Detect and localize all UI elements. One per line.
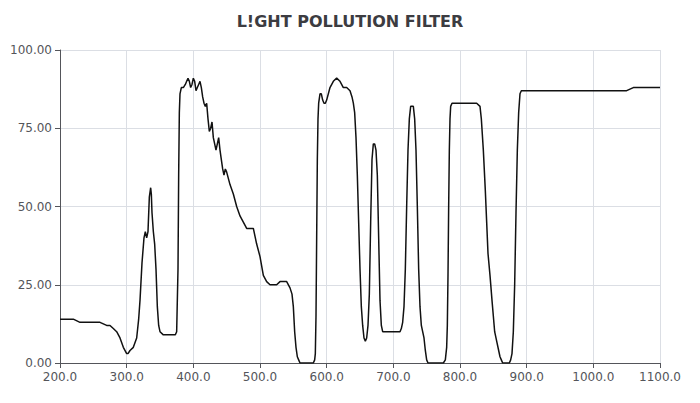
svg-text:50.00: 50.00 [18, 200, 52, 214]
svg-text:200.0: 200.0 [43, 370, 77, 384]
svg-text:1000.0: 1000.0 [572, 370, 614, 384]
svg-text:400.0: 400.0 [176, 370, 210, 384]
svg-text:700.0: 700.0 [376, 370, 410, 384]
svg-text:L!GHT POLLUTION FILTER: L!GHT POLLUTION FILTER [237, 12, 464, 31]
svg-text:500.0: 500.0 [243, 370, 277, 384]
svg-text:300.0: 300.0 [109, 370, 143, 384]
svg-text:25.00: 25.00 [18, 278, 52, 292]
svg-text:100.00: 100.00 [10, 43, 52, 57]
svg-text:600.0: 600.0 [309, 370, 343, 384]
svg-text:800.0: 800.0 [443, 370, 477, 384]
svg-text:0.00: 0.00 [25, 356, 52, 370]
svg-text:1100.0: 1100.0 [639, 370, 681, 384]
svg-text:75.00: 75.00 [18, 121, 52, 135]
svg-text:900.0: 900.0 [509, 370, 543, 384]
